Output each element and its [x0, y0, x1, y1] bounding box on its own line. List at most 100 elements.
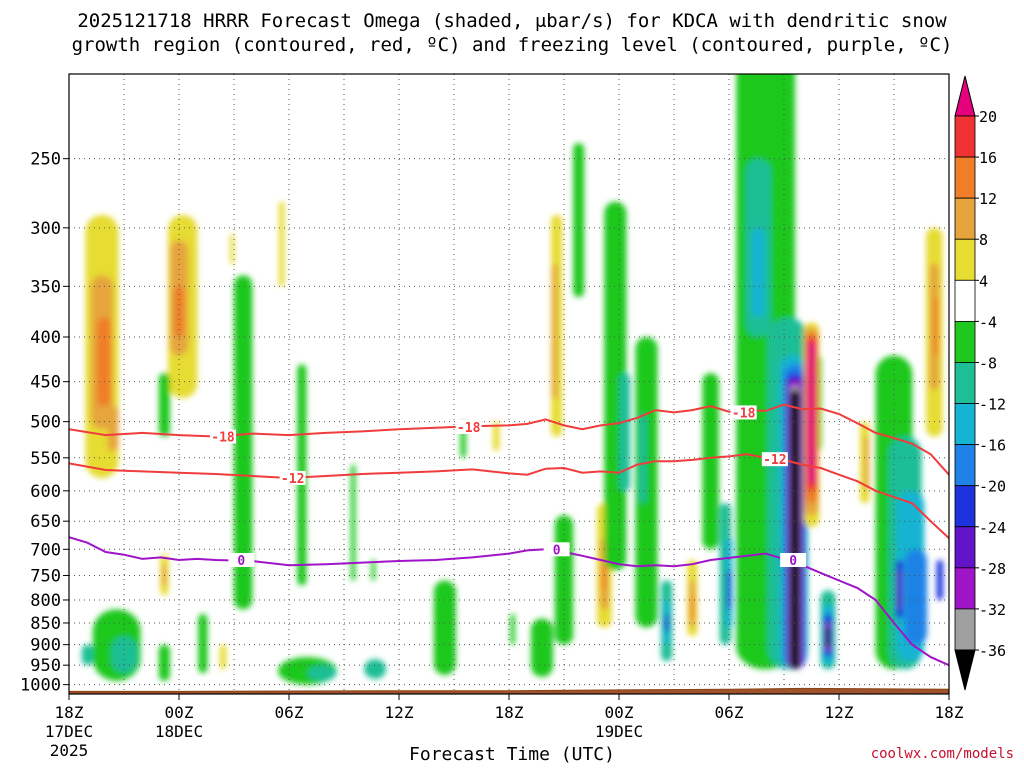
- omega-region-82: [510, 613, 515, 645]
- x-tick-label-12-0: 06Z: [275, 703, 304, 722]
- omega-region-30: [573, 143, 585, 298]
- x-tick-label-48-0: 18Z: [935, 703, 964, 722]
- omega-region-74: [81, 644, 93, 666]
- colorbar-label-2: 12: [979, 190, 997, 208]
- contour-label-bg-0-2: [780, 552, 807, 567]
- omega-region-71: [664, 613, 669, 632]
- omega-region-35: [639, 413, 647, 504]
- colorbar-label-12: -32: [979, 601, 1006, 619]
- omega-region-12: [492, 421, 500, 451]
- omega-region-3: [107, 406, 119, 451]
- colorbar-label-9: -20: [979, 478, 1006, 496]
- contour-label-bg--18-2: [730, 405, 757, 420]
- y-tick-label-800: 800: [30, 591, 61, 611]
- colorbar-label-7: -12: [979, 396, 1006, 414]
- omega-region-34: [619, 373, 630, 491]
- omega-region-53: [807, 341, 816, 485]
- omega-region-25: [864, 436, 869, 491]
- omega-region-17: [602, 565, 607, 591]
- omega-region-76: [198, 613, 208, 674]
- colorbar-bin-6: [954, 320, 976, 363]
- y-tick-label-1000: 1000: [20, 676, 61, 696]
- colorbar-bin-9: [954, 444, 976, 487]
- omega-region-78: [307, 665, 337, 681]
- x-tick-label-6-0: 00Z: [165, 703, 194, 722]
- omega-region-39: [751, 227, 765, 318]
- omega-region-64: [897, 570, 902, 610]
- y-tick-label-400: 400: [30, 328, 61, 348]
- colorbar-bin-11: [954, 526, 976, 569]
- colorbar-label-13: -36: [979, 642, 1006, 660]
- y-tick-label-450: 450: [30, 373, 61, 393]
- contour-label--18-0: -18: [211, 431, 235, 446]
- omega-region-65: [936, 559, 944, 600]
- colorbar-top-arrow: [954, 75, 976, 117]
- colorbar-bin-13: [954, 608, 976, 651]
- colorbar-label-1: 16: [979, 149, 997, 167]
- y-tick-label-700: 700: [30, 540, 61, 560]
- omega-region-10: [278, 201, 285, 287]
- y-tick-label-900: 900: [30, 636, 61, 656]
- x-tick-label-6-1: 18DEC: [155, 722, 203, 741]
- omega-region-2: [97, 317, 111, 407]
- y-tick-label-750: 750: [30, 566, 61, 586]
- contour-label-0-0: 0: [237, 554, 245, 569]
- colorbar-bin-10: [954, 485, 976, 528]
- contour-label-bg--18-1: [455, 419, 482, 434]
- omega-region-23: [933, 297, 939, 356]
- chart-title-line-2: growth region (contoured, red, ºC) and f…: [71, 34, 953, 56]
- x-tick-label-0-0: 18Z: [55, 703, 84, 722]
- x-tick-label-30-1: 19DEC: [595, 722, 643, 741]
- colorbar-label-5: -4: [979, 313, 997, 331]
- omega-region-83: [350, 464, 356, 581]
- x-tick-label-36-0: 06Z: [715, 703, 744, 722]
- colorbar-bin-4: [954, 238, 976, 281]
- omega-region-9: [219, 644, 227, 670]
- contour-label-bg--18-0: [210, 429, 236, 444]
- colorbar-label-10: -24: [979, 519, 1006, 537]
- y-tick-label-350: 350: [30, 277, 61, 297]
- colorbar-label-6: -8: [979, 354, 997, 372]
- colorbar-bin-7: [954, 362, 976, 404]
- contour-label-bg-0-0: [228, 552, 255, 567]
- omega-region-62: [905, 549, 927, 645]
- x-tick-label-24-0: 18Z: [495, 703, 524, 722]
- colorbar-bin-2: [954, 156, 976, 199]
- y-tick-label-500: 500: [30, 413, 61, 433]
- omega-region-79: [364, 659, 387, 679]
- contour-label-0-1: 0: [553, 543, 561, 558]
- y-tick-label-300: 300: [30, 219, 61, 239]
- colorbar-bin-1: [954, 115, 976, 158]
- y-tick-label-850: 850: [30, 614, 61, 634]
- x-tick-label-30-0: 00Z: [605, 703, 634, 722]
- omega-region-14: [552, 263, 558, 399]
- contour-label-bg--12-0: [279, 470, 306, 485]
- contour-label--12-1: -12: [763, 453, 786, 468]
- colorbar-bottom-arrow: [954, 649, 976, 691]
- x-tick-label-42-0: 12Z: [825, 703, 854, 722]
- contour-label-bg--12-1: [761, 452, 788, 467]
- colorbar-bin-3: [954, 197, 976, 240]
- omega-region-36: [702, 373, 719, 550]
- colorbar-bin-12: [954, 567, 976, 610]
- colorbar-label-8: -16: [979, 437, 1006, 455]
- colorbar-bin-8: [954, 403, 976, 446]
- contour-line--18: [69, 403, 949, 476]
- contour-label--12-0: -12: [281, 472, 304, 487]
- chart-title-line-1: 2025121718 HRRR Forecast Omega (shaded, …: [77, 10, 947, 32]
- source-credit: coolwx.com/models: [870, 746, 1014, 762]
- omega-region-81: [531, 618, 553, 677]
- y-tick-label-950: 950: [30, 656, 61, 676]
- omega-region-47: [790, 390, 800, 670]
- omega-region-20: [690, 595, 695, 619]
- contour-label--18-1: -18: [457, 421, 481, 436]
- y-tick-label-650: 650: [30, 512, 61, 532]
- x-tick-label-0-2: 2025: [50, 741, 89, 760]
- x-tick-label-18-0: 12Z: [385, 703, 414, 722]
- omega-region-26: [158, 373, 170, 437]
- y-tick-label-600: 600: [30, 482, 61, 502]
- contour-label--18-2: -18: [732, 406, 756, 421]
- omega-region-6: [174, 286, 184, 337]
